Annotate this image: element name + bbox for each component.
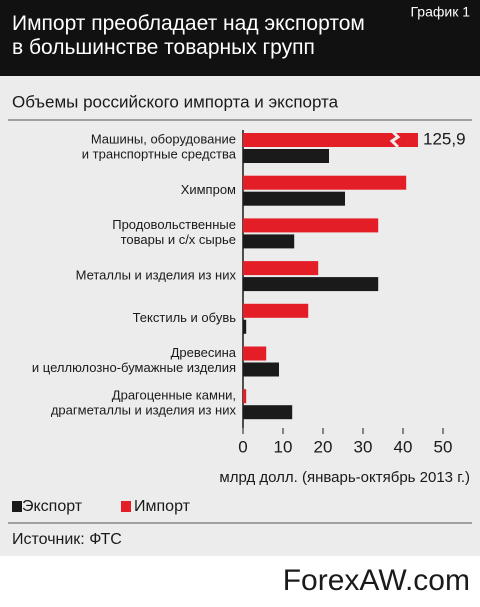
x-tick-label: 30 bbox=[354, 437, 373, 456]
bar bbox=[243, 149, 329, 163]
bar bbox=[243, 261, 319, 276]
watermark: ForexAW.com bbox=[283, 564, 470, 597]
chart-number: График 1 bbox=[410, 4, 470, 20]
legend-label: Импорт bbox=[134, 498, 191, 515]
x-tick-label: 50 bbox=[434, 437, 453, 456]
y-tick-label: Машины, оборудование и транспортные средс… bbox=[82, 132, 237, 162]
x-tick-label: 10 bbox=[274, 437, 293, 456]
x-tick-label: 0 bbox=[238, 437, 247, 456]
x-tick-label: 40 bbox=[394, 437, 413, 456]
bar bbox=[243, 175, 407, 190]
x-axis-label: млрд долл. (январь-октябрь 2013 г.) bbox=[219, 469, 470, 486]
bar bbox=[243, 319, 247, 334]
chart-title: Импорт преобладает над экспортом в больши… bbox=[12, 12, 365, 59]
data-label: 125,9 bbox=[423, 129, 466, 148]
bar bbox=[243, 277, 379, 292]
bar bbox=[243, 405, 293, 420]
bar bbox=[243, 303, 309, 318]
source: Источник: ФТС bbox=[12, 531, 122, 548]
axis-break bbox=[389, 129, 401, 149]
watermark-band bbox=[0, 556, 480, 607]
bar bbox=[243, 234, 295, 249]
bar bbox=[243, 218, 379, 233]
y-tick-label: Продовольственные товары и с/х сырье bbox=[112, 217, 236, 247]
bar bbox=[243, 362, 279, 377]
y-tick-label: Древесина и целлюлозно-бумажные изделия bbox=[32, 345, 237, 375]
legend-label: Экспорт bbox=[22, 498, 83, 515]
y-tick-label: Драгоценные камни, драгметаллы и изделия … bbox=[51, 388, 237, 418]
y-tick-label: Металлы и изделия из них bbox=[76, 268, 237, 283]
header-band bbox=[0, 0, 480, 76]
legend-swatch bbox=[12, 501, 22, 512]
bar bbox=[243, 133, 418, 147]
subtitle: Объемы российского импорта и экспорта bbox=[12, 92, 339, 111]
y-tick-label: Химпром bbox=[181, 182, 236, 197]
y-tick-label: Текстиль и обувь bbox=[133, 310, 237, 325]
bar bbox=[243, 346, 267, 361]
x-tick-label: 20 bbox=[314, 437, 333, 456]
bar bbox=[243, 389, 247, 404]
bar bbox=[243, 191, 345, 206]
legend-swatch bbox=[121, 501, 131, 512]
